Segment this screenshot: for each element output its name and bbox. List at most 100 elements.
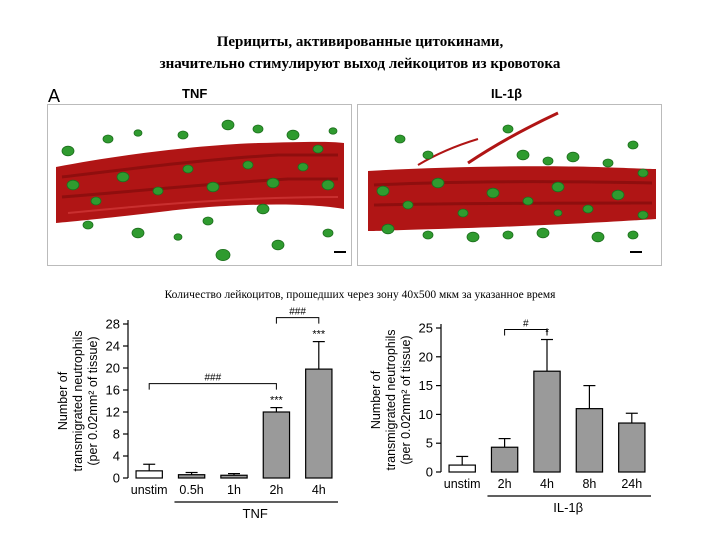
significance-bracket bbox=[275, 317, 320, 324]
x-tick-label: unstim bbox=[131, 483, 168, 497]
slide-title-line-1: Перициты, активированные цитокинами, bbox=[216, 34, 504, 50]
scale-bar bbox=[334, 251, 346, 253]
chart-tnf: 0 4 8 12 16 20 24 28 Number of transmigrated neut… bbox=[56, 307, 338, 521]
leukocyte-cell bbox=[202, 216, 214, 226]
bar-0.5h bbox=[177, 474, 206, 479]
leukocyte-cell bbox=[431, 177, 445, 189]
leukocyte-cell bbox=[271, 239, 285, 251]
bar-unstim bbox=[448, 464, 476, 473]
y-tick-label: 15 bbox=[419, 378, 433, 393]
bracket-label: ### bbox=[289, 307, 306, 318]
leukocyte-cell bbox=[566, 151, 580, 163]
leukocyte-cell bbox=[297, 162, 309, 172]
image-label-tnf: TNF bbox=[182, 86, 208, 101]
leukocyte-cell bbox=[256, 203, 270, 215]
y-tick-label: 4 bbox=[113, 449, 120, 464]
image-label-il1b: IL-1β bbox=[491, 86, 523, 101]
leukocyte-cell bbox=[61, 145, 75, 157]
bar-8h bbox=[575, 408, 604, 473]
x-tick-label: 4h bbox=[312, 483, 326, 497]
y-axis-label: Number of bbox=[369, 370, 383, 429]
leukocytes-il1b bbox=[376, 124, 649, 243]
leukocyte-cell bbox=[206, 181, 220, 193]
y-tick-label: 5 bbox=[426, 436, 433, 451]
x-tick-label: unstim bbox=[444, 477, 481, 491]
leukocyte-cell bbox=[286, 129, 300, 141]
panel-letter: A bbox=[48, 86, 61, 106]
leukocyte-cell bbox=[322, 228, 334, 238]
leukocyte-cell bbox=[457, 208, 469, 218]
significance-bracket bbox=[148, 383, 277, 390]
chart-il1b: 0 5 10 15 20 25 Number of transmigrated neutrop… bbox=[369, 319, 651, 515]
y-tick-label: 20 bbox=[419, 349, 433, 364]
group-label: IL-1β bbox=[553, 500, 583, 515]
leukocyte-cell bbox=[102, 134, 114, 144]
leukocyte-cell bbox=[116, 171, 130, 183]
leukocyte-cell bbox=[422, 150, 434, 160]
leukocyte-cell bbox=[321, 179, 335, 191]
micrograph-tnf-image bbox=[56, 119, 346, 261]
leukocyte-cell bbox=[637, 210, 649, 220]
bar-4h bbox=[305, 368, 333, 479]
y-tick-label: 16 bbox=[106, 383, 120, 398]
y-axis-label: transmigrated neutrophils bbox=[71, 330, 85, 471]
y-axis-label: (per 0.02mm² of tissue) bbox=[86, 336, 100, 465]
y-tick-label: 28 bbox=[106, 317, 120, 332]
bar-4h bbox=[533, 370, 561, 473]
slide-title-line-2: значительно стимулируют выход лейкоцитов… bbox=[159, 56, 561, 72]
leukocyte-cell bbox=[182, 164, 194, 174]
leukocyte-cell bbox=[376, 185, 390, 197]
x-tick-label: 8h bbox=[582, 477, 596, 491]
y-tick-label: 25 bbox=[419, 321, 433, 336]
bar-2h bbox=[262, 411, 291, 479]
leukocyte-cell bbox=[627, 140, 639, 150]
vessel-tnf bbox=[56, 141, 344, 223]
leukocyte-cell bbox=[502, 230, 514, 240]
leukocytes-tnf bbox=[61, 119, 338, 261]
leukocyte-cell bbox=[221, 119, 235, 131]
leukocyte-cell bbox=[173, 233, 183, 241]
leukocyte-cell bbox=[82, 220, 94, 230]
bar-1h bbox=[220, 474, 248, 479]
leukocyte-cell bbox=[215, 248, 231, 261]
micrograph-il1b-image bbox=[368, 111, 656, 253]
leukocyte-cell bbox=[266, 177, 280, 189]
leukocyte-cell bbox=[402, 200, 414, 210]
y-tick-label: 10 bbox=[419, 407, 433, 422]
y-tick-label: 0 bbox=[113, 471, 120, 486]
leukocyte-cell bbox=[466, 231, 480, 243]
leukocyte-cell bbox=[131, 227, 145, 239]
leukocyte-cell bbox=[152, 186, 164, 196]
leukocyte-cell bbox=[90, 196, 102, 206]
leukocyte-cell bbox=[486, 187, 500, 199]
micrograph-tnf bbox=[47, 104, 352, 266]
leukocyte-cell bbox=[602, 158, 614, 168]
leukocyte-cell bbox=[252, 124, 264, 134]
y-axis-label: transmigrated neutrophils bbox=[384, 329, 398, 470]
leukocyte-cell bbox=[637, 168, 649, 178]
leukocyte-cell bbox=[133, 129, 143, 137]
leukocyte-cell bbox=[551, 181, 565, 193]
leukocyte-cell bbox=[66, 179, 80, 191]
leukocyte-cell bbox=[177, 130, 189, 140]
group-label: TNF bbox=[243, 506, 268, 521]
leukocyte-cell bbox=[553, 209, 563, 217]
significance-marker: *** bbox=[270, 395, 284, 407]
leukocyte-cell bbox=[422, 230, 434, 240]
bar-unstim bbox=[135, 470, 163, 479]
leukocyte-cell bbox=[627, 230, 639, 240]
leukocyte-cell bbox=[611, 189, 625, 201]
leukocyte-cell bbox=[522, 196, 534, 206]
bar-24h bbox=[618, 422, 646, 473]
leukocyte-cell bbox=[394, 134, 406, 144]
x-tick-label: 0.5h bbox=[179, 483, 203, 497]
y-axis-label: Number of bbox=[56, 371, 70, 430]
leukocyte-cell bbox=[328, 127, 338, 135]
leukocyte-cell bbox=[312, 144, 324, 154]
bracket-label: # bbox=[523, 319, 529, 330]
y-tick-label: 12 bbox=[106, 405, 120, 420]
micrograph-il1b bbox=[357, 104, 662, 266]
leukocyte-cell bbox=[591, 231, 605, 243]
leukocyte-cell bbox=[542, 156, 554, 166]
x-tick-label: 2h bbox=[498, 477, 512, 491]
